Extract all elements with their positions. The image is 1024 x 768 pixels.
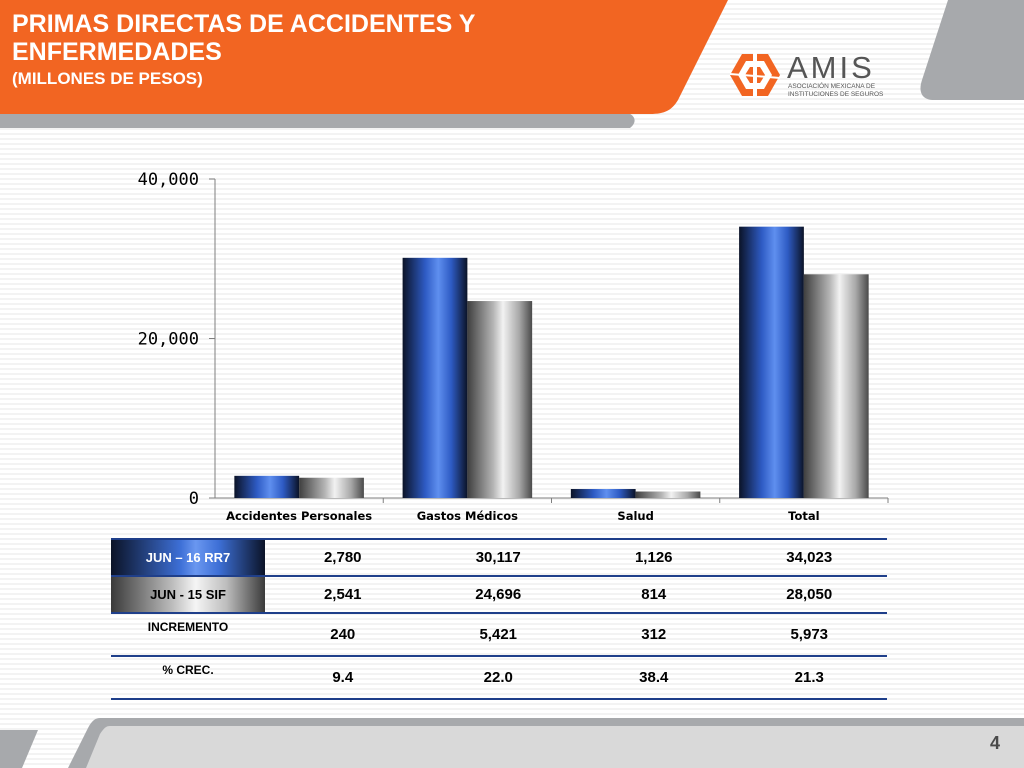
logo-tagline-line-1: ASOCIACIÓN MEXICANA DE bbox=[788, 83, 876, 90]
y-tick-label: 0 bbox=[189, 489, 199, 509]
bar-series-2016 bbox=[234, 475, 300, 498]
bar-chart: 0 20,000 40,000 Accidentes Personales Gastos… bbox=[138, 170, 889, 523]
table-cell: 5,421 bbox=[420, 613, 576, 657]
y-tick-label: 20,000 bbox=[138, 330, 199, 350]
x-category-label: Total bbox=[788, 509, 819, 523]
title-line-1: PRIMAS DIRECTAS DE ACCIDENTES Y bbox=[12, 10, 476, 38]
table-row: JUN - 15 SIF 2,541 24,696 814 28,050 bbox=[111, 576, 887, 614]
page-number: 4 bbox=[990, 733, 1001, 753]
table-cell: 240 bbox=[265, 613, 421, 657]
logo-tagline: ASOCIACIÓN MEXICANA DE INSTITUCIONES DE … bbox=[788, 83, 888, 98]
table-row: INCREMENTO 240 5,421 312 5,973 bbox=[111, 613, 887, 657]
table-cell: 1,126 bbox=[576, 538, 732, 577]
table-cell: 38.4 bbox=[576, 656, 732, 700]
amis-logo-icon bbox=[730, 52, 780, 98]
table-cell: 2,541 bbox=[265, 576, 421, 614]
slide-title: PRIMAS DIRECTAS DE ACCIDENTES Y ENFERMED… bbox=[12, 10, 612, 90]
row-label: JUN - 15 SIF bbox=[111, 576, 265, 614]
x-category-label: Accidentes Personales bbox=[226, 509, 372, 523]
table-cell: 28,050 bbox=[731, 576, 887, 614]
y-tick-label: 40,000 bbox=[138, 170, 199, 190]
logo-tagline-line-2: INSTITUCIONES DE SEGUROS bbox=[788, 90, 884, 98]
bar-series-2015 bbox=[299, 477, 364, 498]
table-cell: 9.4 bbox=[265, 656, 421, 700]
bar-series-2016 bbox=[402, 257, 468, 498]
table-cell: 312 bbox=[576, 613, 732, 657]
table-row: % CREC. 9.4 22.0 38.4 21.3 bbox=[111, 656, 887, 700]
footer-left-tab bbox=[0, 730, 38, 768]
table-cell: 22.0 bbox=[420, 656, 576, 700]
top-right-gray-tab bbox=[920, 0, 1024, 100]
amis-logo: AMIS ASOCIACIÓN MEXICANA DE INSTITUCIONE… bbox=[730, 50, 883, 100]
logo-wordmark: AMIS bbox=[787, 50, 875, 85]
table-cell: 5,973 bbox=[731, 613, 887, 657]
row-label: % CREC. bbox=[111, 656, 265, 700]
bar-series-2015 bbox=[635, 491, 701, 498]
footer-light-bar bbox=[86, 726, 1024, 768]
table-cell: 24,696 bbox=[420, 576, 576, 614]
row-label: INCREMENTO bbox=[111, 613, 265, 657]
bar-series-2015 bbox=[803, 274, 869, 498]
header-gray-shadow bbox=[0, 112, 635, 128]
table-cell: 2,780 bbox=[265, 538, 421, 577]
title-line-2: ENFERMEDADES bbox=[12, 38, 222, 66]
table-cell: 34,023 bbox=[731, 538, 887, 577]
table-cell: 21.3 bbox=[731, 656, 887, 700]
data-table: JUN – 16 RR7 2,780 30,117 1,126 34,023 J… bbox=[111, 538, 887, 700]
bar-series-2015 bbox=[467, 301, 533, 498]
row-label: JUN – 16 RR7 bbox=[111, 538, 265, 577]
x-category-label: Salud bbox=[617, 509, 653, 523]
table-row: JUN – 16 RR7 2,780 30,117 1,126 34,023 bbox=[111, 538, 887, 577]
bar-series-2016 bbox=[739, 226, 804, 499]
subtitle: (MILLONES DE PESOS) bbox=[12, 69, 203, 88]
table-cell: 814 bbox=[576, 576, 732, 614]
x-category-label: Gastos Médicos bbox=[417, 509, 518, 523]
table-cell: 30,117 bbox=[420, 538, 576, 577]
bar-series-2016 bbox=[570, 489, 636, 498]
header-orange-banner bbox=[0, 0, 728, 114]
